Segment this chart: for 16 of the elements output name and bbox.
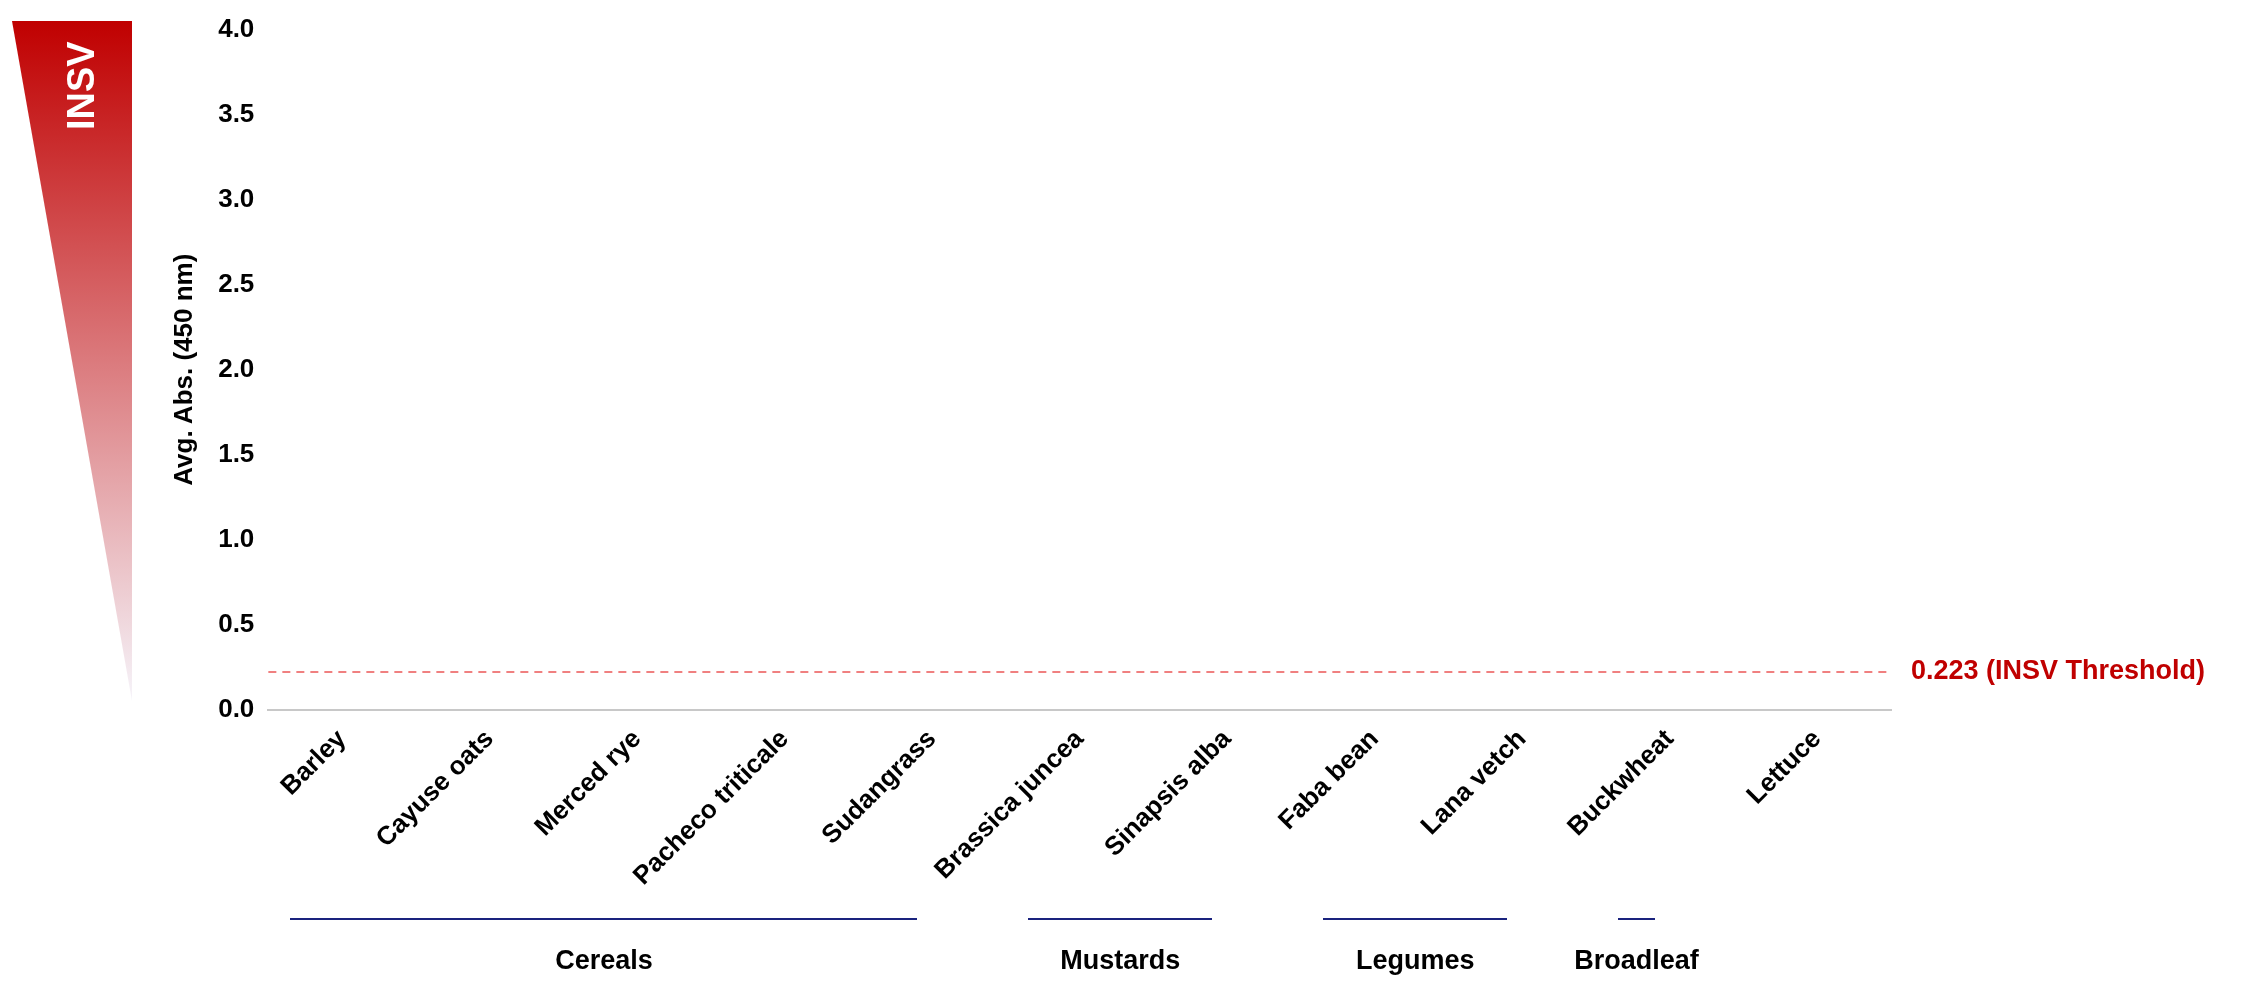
text: INSV (60, 41, 103, 130)
text: Broadleaf (1574, 945, 1700, 976)
y-tick-label: 1.0 (218, 522, 255, 553)
y-axis-title: Avg. Abs. (450 nm) (167, 253, 198, 486)
y-tick-label: 2.5 (218, 267, 255, 298)
y-tick-label: 0.5 (218, 607, 255, 638)
y-tick-label: 1.5 (218, 437, 255, 468)
y-tick-label: 2.0 (218, 352, 255, 383)
y-tick-label: 0.0 (218, 692, 255, 723)
text: Cereals (555, 945, 653, 976)
y-tick-label: 4.0 (218, 12, 255, 43)
y-tick-label: 3.0 (218, 182, 255, 213)
y-tick-label: 3.5 (218, 97, 255, 128)
ref-line-label: 0.223 (INSV Threshold) (1911, 655, 2206, 686)
text: Legumes (1355, 945, 1475, 976)
text: Mustards (1060, 945, 1181, 976)
